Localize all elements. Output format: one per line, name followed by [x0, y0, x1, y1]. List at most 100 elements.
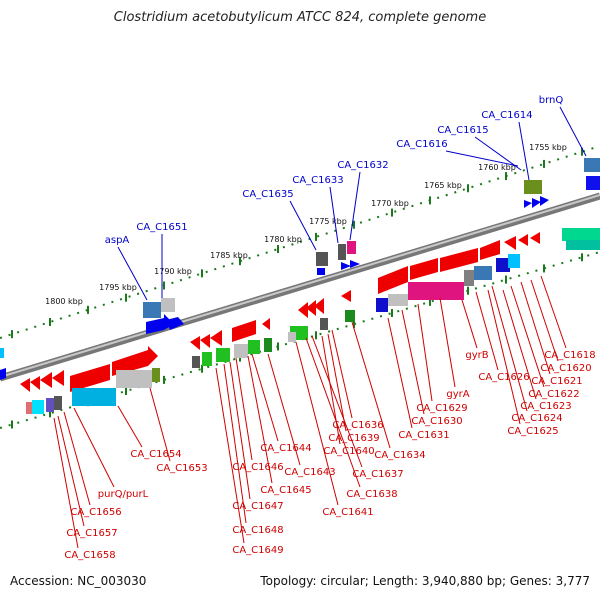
- reverse-arrow[interactable]: [262, 318, 270, 330]
- reverse-arrow[interactable]: [210, 330, 222, 346]
- feature-block[interactable]: [0, 348, 4, 358]
- feature-block[interactable]: [317, 268, 325, 275]
- forward-arrow[interactable]: [532, 198, 541, 208]
- gene-label-ca-c1639[interactable]: CA_C1639: [328, 433, 379, 444]
- feature-block[interactable]: [202, 352, 212, 366]
- gene-label-ca-c1615[interactable]: CA_C1615: [437, 125, 488, 136]
- feature-block[interactable]: [161, 298, 175, 312]
- gene-label-ca-c1633[interactable]: CA_C1633: [292, 175, 343, 186]
- gene-label-ca-c1654[interactable]: CA_C1654: [130, 449, 181, 460]
- feature-block[interactable]: [32, 400, 44, 414]
- gene-label-aspa[interactable]: aspA: [105, 235, 130, 246]
- reverse-arrow[interactable]: [378, 266, 408, 294]
- feature-block[interactable]: [474, 266, 492, 280]
- forward-arrow[interactable]: [350, 260, 360, 268]
- reverse-arrow[interactable]: [530, 232, 540, 244]
- gene-label-ca-c1634[interactable]: CA_C1634: [374, 450, 425, 461]
- gene-label-ca-c1647[interactable]: CA_C1647: [232, 501, 283, 512]
- gene-label-ca-c1651[interactable]: CA_C1651: [136, 222, 187, 233]
- feature-block[interactable]: [264, 338, 272, 352]
- reverse-arrow[interactable]: [190, 336, 200, 350]
- gene-label-ca-c1625[interactable]: CA_C1625: [507, 426, 558, 437]
- reverse-arrow[interactable]: [410, 258, 438, 280]
- gene-label-ca-c1618[interactable]: CA_C1618: [544, 350, 595, 361]
- reverse-arrow[interactable]: [40, 372, 52, 388]
- feature-block[interactable]: [566, 240, 600, 250]
- gene-label-ca-c1616[interactable]: CA_C1616: [396, 139, 447, 150]
- feature-block[interactable]: [234, 344, 248, 358]
- feature-block[interactable]: [584, 158, 600, 172]
- reverse-arrow[interactable]: [200, 334, 210, 348]
- feature-block[interactable]: [216, 348, 230, 362]
- gene-label-purq-purl[interactable]: purQ/purL: [98, 489, 149, 500]
- gene-label-ca-c1644[interactable]: CA_C1644: [260, 443, 311, 454]
- feature-block[interactable]: [26, 402, 32, 414]
- gene-label-ca-c1646[interactable]: CA_C1646: [232, 462, 283, 473]
- feature-block[interactable]: [320, 318, 328, 330]
- gene-label-ca-c1630[interactable]: CA_C1630: [411, 416, 462, 427]
- gene-label-gyra[interactable]: gyrA: [446, 389, 469, 400]
- forward-arrow[interactable]: [0, 368, 6, 380]
- feature-block[interactable]: [54, 396, 62, 410]
- gene-label-ca-c1632[interactable]: CA_C1632: [337, 160, 388, 171]
- gene-label-ca-c1620[interactable]: CA_C1620: [540, 363, 591, 374]
- reverse-arrow[interactable]: [112, 346, 158, 376]
- reverse-arrow[interactable]: [70, 364, 110, 392]
- gene-label-ca-c1626[interactable]: CA_C1626: [478, 372, 529, 383]
- reverse-arrow[interactable]: [232, 320, 256, 342]
- gene-label-ca-c1640[interactable]: CA_C1640: [323, 446, 374, 457]
- feature-block[interactable]: [562, 228, 600, 241]
- gene-label-ca-c1614[interactable]: CA_C1614: [481, 110, 532, 121]
- gene-label-ca-c1623[interactable]: CA_C1623: [520, 401, 571, 412]
- gene-label-ca-c1622[interactable]: CA_C1622: [528, 389, 579, 400]
- feature-block[interactable]: [46, 398, 54, 412]
- forward-arrow[interactable]: [341, 262, 351, 270]
- forward-arrow[interactable]: [166, 317, 184, 330]
- gene-label-ca-c1643[interactable]: CA_C1643: [284, 467, 335, 478]
- feature-block[interactable]: [192, 356, 200, 368]
- feature-block[interactable]: [316, 252, 328, 266]
- gene-label-ca-c1653[interactable]: CA_C1653: [156, 463, 207, 474]
- feature-block[interactable]: [143, 302, 161, 318]
- reverse-arrow[interactable]: [480, 240, 500, 260]
- feature-block[interactable]: [345, 310, 355, 322]
- gene-label-ca-c1635[interactable]: CA_C1635: [242, 189, 293, 200]
- reverse-arrow[interactable]: [30, 376, 40, 390]
- feature-block[interactable]: [496, 258, 510, 272]
- reverse-arrow[interactable]: [440, 248, 478, 272]
- gene-label-ca-c1637[interactable]: CA_C1637: [352, 469, 403, 480]
- gene-label-ca-c1624[interactable]: CA_C1624: [511, 413, 562, 424]
- reverse-arrow[interactable]: [314, 298, 324, 314]
- gene-label-ca-c1648[interactable]: CA_C1648: [232, 525, 283, 536]
- feature-block[interactable]: [586, 176, 600, 190]
- feature-block[interactable]: [524, 180, 542, 194]
- gene-label-ca-c1649[interactable]: CA_C1649: [232, 545, 283, 556]
- forward-arrow[interactable]: [146, 314, 174, 334]
- reverse-arrow[interactable]: [518, 234, 528, 246]
- gene-label-ca-c1621[interactable]: CA_C1621: [531, 376, 582, 387]
- feature-block[interactable]: [248, 340, 260, 354]
- gene-label-brnq[interactable]: brnQ: [539, 95, 564, 106]
- feature-block[interactable]: [376, 298, 388, 312]
- reverse-arrow[interactable]: [20, 378, 30, 392]
- reverse-arrow[interactable]: [341, 290, 351, 302]
- gene-label-ca-c1656[interactable]: CA_C1656: [70, 507, 121, 518]
- forward-arrow[interactable]: [540, 196, 549, 206]
- gene-label-ca-c1631[interactable]: CA_C1631: [398, 430, 449, 441]
- feature-block[interactable]: [152, 368, 160, 382]
- feature-block[interactable]: [347, 241, 356, 254]
- gene-label-ca-c1657[interactable]: CA_C1657: [66, 528, 117, 539]
- feature-block[interactable]: [72, 388, 116, 406]
- gene-label-ca-c1658[interactable]: CA_C1658: [64, 550, 115, 561]
- reverse-arrow[interactable]: [306, 300, 316, 316]
- feature-block[interactable]: [338, 244, 346, 260]
- gene-label-ca-c1638[interactable]: CA_C1638: [346, 489, 397, 500]
- forward-arrow[interactable]: [524, 200, 532, 208]
- feature-block[interactable]: [464, 270, 474, 286]
- feature-block[interactable]: [288, 332, 296, 342]
- feature-block[interactable]: [408, 282, 464, 300]
- gene-label-ca-c1636[interactable]: CA_C1636: [332, 420, 383, 431]
- reverse-arrow[interactable]: [298, 302, 308, 318]
- feature-block[interactable]: [116, 370, 152, 388]
- gene-label-ca-c1645[interactable]: CA_C1645: [260, 485, 311, 496]
